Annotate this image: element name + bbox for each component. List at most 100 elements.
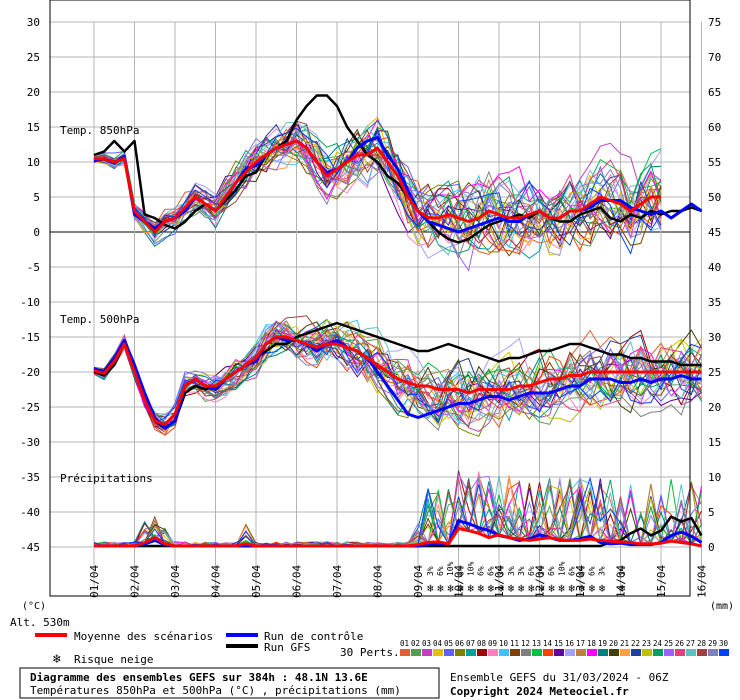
chart-title: Diagramme des ensembles GEFS sur 384h : … [30,671,368,684]
left-axis-unit: (°C) [22,601,46,612]
snow-flake-icon: ❄ [467,582,474,595]
altitude-label: Alt. 530m [10,616,70,629]
member-number: 23 [642,639,651,648]
right-tick-label: 10 [708,471,721,484]
snow-flake-icon: ❄ [538,582,545,595]
mean-line-precip [94,527,702,548]
snow-risk-percent: 10% [557,561,566,576]
member-number: 12 [521,639,530,648]
x-tick-label: 10/04 [453,565,466,598]
member-swatch [576,649,586,656]
member-swatch [488,649,498,656]
member-swatch [466,649,476,656]
info-box [19,667,440,699]
member-number: 03 [422,639,431,648]
member-number: 01 [400,639,409,648]
snow-flake-icon: ❄ [619,582,626,595]
x-tick-label: 08/04 [372,565,385,598]
left-tick-label: -40 [20,506,40,519]
right-tick-label: 0 [708,541,715,554]
member-swatch [598,649,608,656]
left-tick-label: -5 [27,261,40,274]
member-number: 06 [455,639,465,648]
x-tick-label: 04/04 [210,565,223,598]
member-line-t500 [93,318,702,424]
member-swatch [422,649,432,656]
member-number: 30 [719,639,729,648]
member-line-t500 [93,334,702,425]
snow-flake-icon: ❄ [599,582,606,595]
member-line-t850 [93,127,662,255]
right-tick-label: 45 [708,226,721,239]
snow-flake-icon: ❄ [478,582,485,595]
snow-flake-icon: ❄ [457,582,464,595]
snow-risk-percent: 10% [446,561,455,576]
x-tick-label: 05/04 [250,565,263,598]
member-swatch [708,649,718,656]
left-tick-label: -10 [20,296,40,309]
member-swatch [532,649,542,656]
member-number: 26 [675,639,685,648]
left-tick-label: 30 [27,16,40,29]
snow-risk-percent: 6% [436,566,445,576]
plot-frame [49,0,691,597]
member-swatch [653,649,663,656]
x-tick-label: 06/04 [291,565,304,598]
member-line-t500 [93,336,702,417]
chart-subtitle: Températures 850hPa et 500hPa (°C) , pré… [30,684,401,697]
snow-flake-icon: ❄ [589,582,596,595]
member-swatch [543,649,553,656]
member-line-t850 [93,120,662,253]
member-swatch [455,649,465,656]
snow-risk-percent: 6% [578,566,587,576]
member-number: 29 [708,639,717,648]
right-tick-label: 20 [708,401,721,414]
snow-risk-percent: 6% [547,566,556,576]
left-tick-label: 15 [27,121,40,134]
member-swatch [433,649,443,656]
member-number: 21 [620,639,629,648]
left-tick-label: -15 [20,331,40,344]
snow-risk-percent: 3% [517,566,526,576]
member-number: 07 [466,639,475,648]
member-swatch [620,649,630,656]
member-swatch [631,649,641,656]
legend-snow-label: Risque neige [74,653,153,666]
snow-flake-icon: ❄ [427,582,434,595]
member-line-t850 [93,137,662,232]
right-tick-label: 40 [708,261,721,274]
member-line-t500 [93,324,702,431]
member-number: 20 [609,639,619,648]
x-tick-label: 01/04 [88,565,101,598]
member-swatch [675,649,685,656]
right-tick-label: 50 [708,191,721,204]
snow-risk-percent: 6% [487,566,496,576]
right-tick-label: 5 [708,506,715,519]
left-tick-label: 10 [27,156,40,169]
snow-risk-percent: 3% [497,566,506,576]
snow-risk-percent: 3% [507,566,516,576]
left-tick-label: -20 [20,366,40,379]
legend-control-swatch [226,633,258,637]
mean-line-t500 [93,335,702,426]
member-swatch [642,649,652,656]
member-swatch [444,649,454,656]
snow-risk-percent: 6% [567,566,576,576]
legend-control-label: Run de contrôle [264,630,363,643]
member-swatch [499,649,509,656]
snow-risk-percent: 3% [618,566,627,576]
snow-flake-icon: ❄ [558,582,565,595]
plot-grid [50,21,702,596]
snow-risk-percent: 6% [588,566,597,576]
snow-risk-row: 3%❄6%❄10%❄6%❄10%❄6%❄6%❄3%❄3%❄3%❄6%❄3%❄6%… [426,561,627,595]
gfs-line-t500 [93,321,702,430]
x-tick-label: 13/04 [574,565,587,598]
right-axis-unit: (mm) [710,601,734,612]
snow-flake-icon: ❄ [548,582,555,595]
right-tick-label: 25 [708,366,721,379]
snow-flake-icon: ❄ [518,582,525,595]
member-color-legend: 01 02 03 04 05 06 07 08 09 10 11 12 13 14 15 16 17 18 19 20… [400,639,729,656]
member-swatch [565,649,575,656]
mean-line-t850 [93,139,661,234]
